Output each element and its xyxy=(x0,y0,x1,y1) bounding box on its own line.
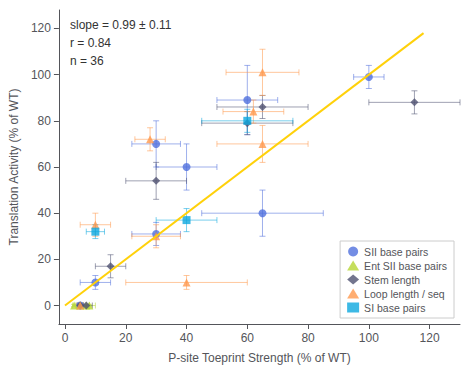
svg-text:120: 120 xyxy=(31,21,51,35)
svg-text:20: 20 xyxy=(38,252,52,266)
svg-text:slope = 0.99 ± 0.11: slope = 0.99 ± 0.11 xyxy=(70,18,172,32)
svg-text:80: 80 xyxy=(38,114,52,128)
svg-text:40: 40 xyxy=(38,206,52,220)
svg-text:60: 60 xyxy=(241,331,255,345)
svg-text:100: 100 xyxy=(31,68,51,82)
svg-text:60: 60 xyxy=(38,160,52,174)
svg-text:Translation Activity (% of WT): Translation Activity (% of WT) xyxy=(7,89,21,246)
svg-text:Loop length / seq: Loop length / seq xyxy=(364,288,445,300)
svg-text:P-site Toeprint Strength (% of: P-site Toeprint Strength (% of WT) xyxy=(168,351,351,365)
svg-text:r = 0.84: r = 0.84 xyxy=(70,36,111,50)
svg-text:100: 100 xyxy=(359,331,379,345)
svg-text:80: 80 xyxy=(301,331,315,345)
svg-text:SII base pairs: SII base pairs xyxy=(364,246,428,258)
svg-text:120: 120 xyxy=(420,331,440,345)
svg-text:0: 0 xyxy=(44,299,51,313)
svg-text:Ent SII base pairs: Ent SII base pairs xyxy=(364,260,447,272)
svg-text:Stem length: Stem length xyxy=(364,274,420,286)
svg-text:40: 40 xyxy=(180,331,194,345)
svg-text:n = 36: n = 36 xyxy=(70,54,104,68)
svg-text:0: 0 xyxy=(62,331,69,345)
svg-text:20: 20 xyxy=(119,331,133,345)
svg-text:SI base pairs: SI base pairs xyxy=(364,302,425,314)
